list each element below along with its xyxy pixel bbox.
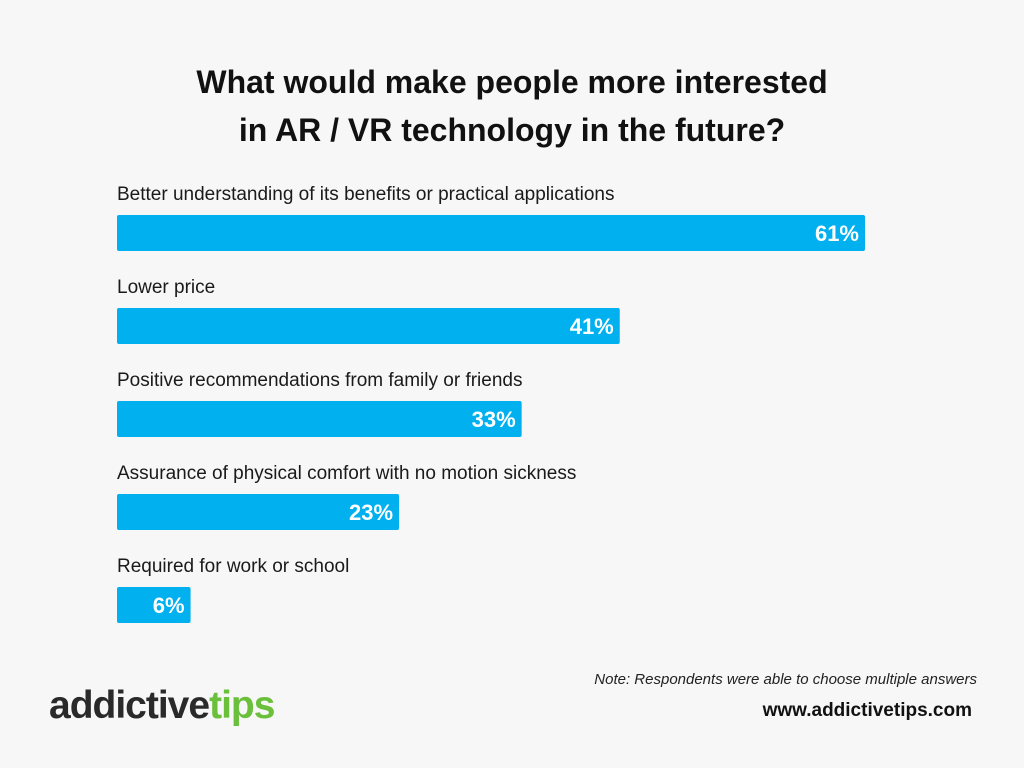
bar-value-label: 6% [153, 593, 185, 618]
bar-chart: Better understanding of its benefits or … [117, 184, 865, 623]
bar-value-label: 41% [570, 314, 614, 339]
category-label: Lower price [117, 277, 215, 298]
bar [117, 494, 400, 530]
chart-title: What would make people more interested i… [0, 58, 1024, 154]
bar-value-label: 61% [815, 221, 859, 246]
bar-value-label: 23% [349, 500, 393, 525]
website-url[interactable]: www.addictivetips.com [762, 700, 972, 721]
bar [117, 587, 191, 623]
chart-title-line-1: What would make people more interested [196, 64, 828, 100]
bar-value-label: 33% [472, 407, 516, 432]
footnote: Note: Respondents were able to choose mu… [594, 671, 977, 688]
addictivetips-logo[interactable]: addictivetips [49, 684, 275, 728]
category-label: Positive recommendations from family or … [117, 370, 522, 391]
chart-title-line-2: in AR / VR technology in the future? [238, 112, 786, 148]
bar [117, 215, 865, 251]
logo-text-addictive: addictive [49, 684, 210, 727]
category-label: Required for work or school [117, 556, 349, 577]
bar [117, 308, 620, 344]
bar [117, 401, 522, 437]
logo-text-tips: tips [209, 684, 275, 727]
category-label: Better understanding of its benefits or … [117, 184, 614, 205]
category-label: Assurance of physical comfort with no mo… [117, 463, 576, 484]
